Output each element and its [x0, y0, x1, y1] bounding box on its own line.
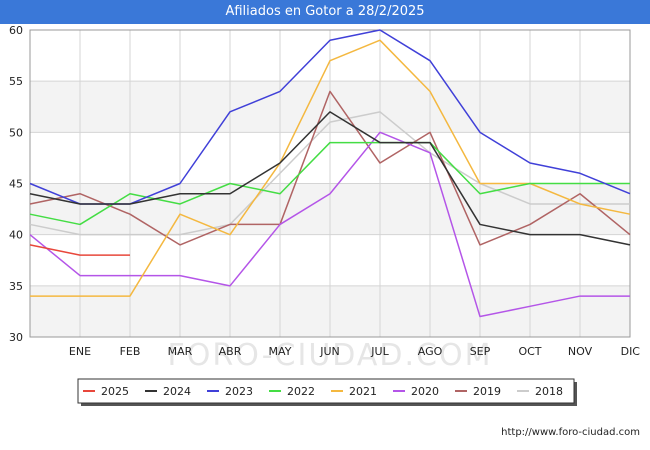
source-url[interactable]: http://www.foro-ciudad.com	[501, 427, 640, 438]
y-tick-label: 35	[9, 280, 23, 293]
legend-label-2024: 2024	[163, 385, 191, 398]
x-tick-label: ENE	[69, 345, 91, 358]
legend-label-2020: 2020	[411, 385, 439, 398]
legend-label-2022: 2022	[287, 385, 315, 398]
y-tick-label: 55	[9, 75, 23, 88]
legend-label-2019: 2019	[473, 385, 501, 398]
y-tick-label: 30	[9, 331, 23, 344]
series-line-2024	[29, 111, 631, 246]
x-tick-label: ABR	[219, 345, 242, 358]
y-tick-label: 45	[9, 178, 23, 191]
y-tick-label: 40	[9, 229, 23, 242]
series-line-2018	[29, 111, 630, 236]
series-line-2020	[29, 131, 630, 318]
y-tick-label: 60	[9, 24, 23, 37]
x-tick-label: NOV	[568, 345, 593, 358]
chart-title: Afiliados en Gotor a 28/2/2025	[0, 0, 650, 24]
legend-label-2025: 2025	[101, 385, 129, 398]
legend-label-2021: 2021	[349, 385, 377, 398]
legend-label-2023: 2023	[225, 385, 253, 398]
x-tick-label: DIC	[621, 345, 641, 358]
x-tick-label: FEB	[120, 345, 141, 358]
watermark: FORO-CIUDAD.COM	[168, 338, 493, 373]
series-line-2022	[29, 141, 630, 226]
legend-box	[77, 378, 575, 404]
y-axis-ticks: 30 35 40 45 50 55 60	[9, 24, 23, 344]
x-tick-label: SEP	[470, 345, 491, 358]
x-tick-label: JUL	[370, 345, 389, 358]
x-tick-label: AGO	[418, 345, 443, 358]
x-tick-label: MAR	[168, 345, 193, 358]
legend-label-2018: 2018	[535, 385, 563, 398]
x-axis-ticks: ENE FEB MAR ABR MAY JUN JUL AGO SEP OCT NOV DIC	[69, 345, 640, 358]
y-tick-label: 50	[9, 126, 23, 139]
series-lines	[29, 29, 631, 318]
x-tick-label: JUN	[319, 345, 340, 358]
legend: 2025 2024 2023 2022 2021 2020 2019 2018	[77, 378, 577, 406]
series-line-2019	[29, 90, 631, 246]
series-line-2025	[29, 244, 130, 256]
x-tick-label: OCT	[518, 345, 541, 358]
x-tick-label: MAY	[269, 345, 292, 358]
